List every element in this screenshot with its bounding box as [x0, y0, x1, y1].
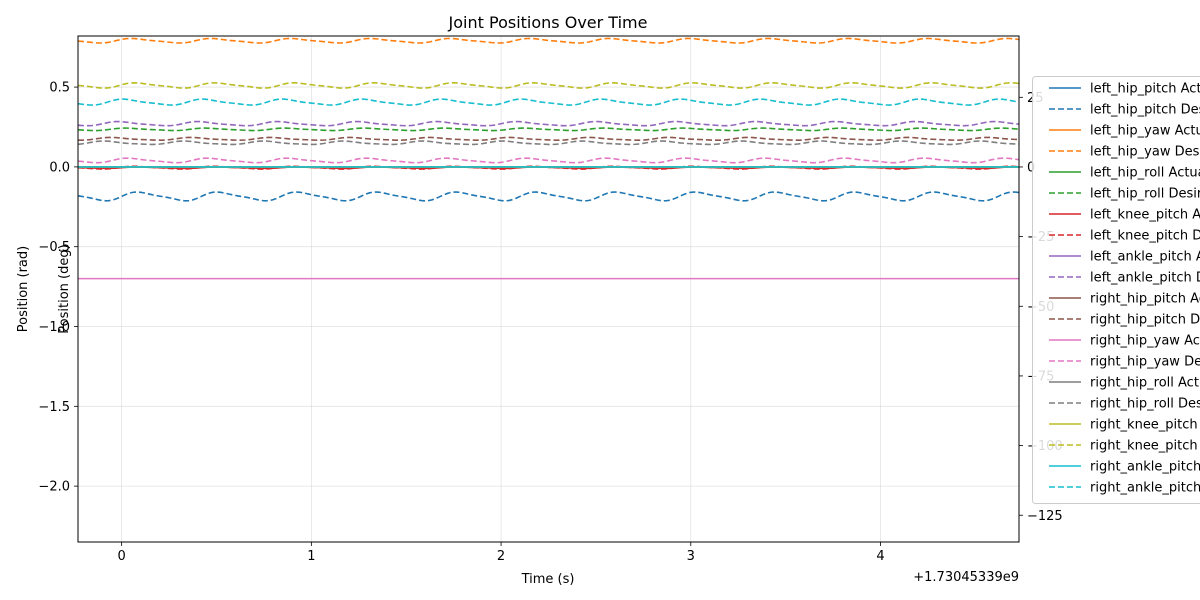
series-line-5: [78, 127, 1019, 132]
y-tick-label-right: 0: [1027, 160, 1035, 175]
y-tick-label-left: −1.0: [38, 320, 70, 335]
legend-label: left_hip_roll Actual: [1090, 166, 1200, 181]
legend-box: [1032, 76, 1200, 504]
x-tick-label: 4: [876, 549, 884, 564]
legend-label: right_hip_yaw Desired: [1090, 355, 1200, 370]
y-tick-label-left: −2.0: [38, 480, 70, 495]
legend-label: left_hip_roll Desired: [1090, 187, 1200, 202]
legend: left_hip_pitch Actual left_hip_pitch Desi…: [1032, 76, 1200, 504]
x-tick-label: 2: [497, 549, 505, 564]
legend-items: left_hip_pitch Actual left_hip_pitch Desi…: [1049, 82, 1200, 496]
y-tick-label-left: −1.5: [38, 400, 70, 415]
legend-label: left_hip_pitch Actual: [1090, 82, 1200, 97]
legend-label: left_ankle_pitch Actual: [1090, 250, 1200, 265]
x-tick-label: 1: [307, 549, 315, 564]
series-line-13: [78, 157, 1019, 164]
legend-label: left_knee_pitch Actual: [1090, 208, 1200, 223]
chart-title: Joint Positions Over Time: [448, 13, 648, 32]
legend-label: left_knee_pitch Desired: [1090, 229, 1200, 244]
legend-label: right_hip_roll Desired: [1090, 397, 1200, 412]
y-axis-left: 0.5 0.0 −0.5 −1.0 −1.5 −2.0: [38, 81, 78, 495]
y-tick-label-left: −0.5: [38, 240, 70, 255]
series-line-19: [78, 98, 1019, 106]
series-line-9: [78, 120, 1019, 127]
plot-frame: [77, 35, 1020, 543]
legend-label: right_ankle_pitch Actual: [1090, 460, 1200, 475]
series-line-17: [78, 82, 1019, 89]
grid-layer: [78, 36, 1019, 542]
legend-label: left_hip_yaw Actual: [1090, 124, 1200, 139]
legend-label: right_hip_pitch Desired: [1090, 313, 1200, 328]
legend-label: right_ankle_pitch Desired: [1090, 481, 1200, 496]
series-line-3: [78, 37, 1019, 44]
y-tick-label-left: 0.5: [49, 81, 70, 96]
y-tick-label-right: −125: [1027, 509, 1063, 524]
legend-label: right_knee_pitch Actual: [1090, 418, 1200, 433]
legend-label: right_hip_roll Actual: [1090, 376, 1200, 391]
legend-label: left_hip_pitch Desired: [1090, 103, 1200, 118]
x-axis-label: Time (s): [521, 572, 575, 587]
x-offset-text: +1.73045339e9: [913, 570, 1019, 585]
legend-label: right_hip_pitch Actual: [1090, 292, 1200, 307]
y-axis-label-left: Position (rad): [16, 246, 31, 332]
series-line-15: [78, 140, 1019, 146]
series-layer: [78, 37, 1019, 280]
y-axis-label-right: Position (deg): [57, 244, 72, 333]
legend-label: left_hip_yaw Desired: [1090, 145, 1200, 160]
series-line-1: [78, 191, 1019, 202]
x-tick-label: 0: [117, 549, 125, 564]
legend-label: left_ankle_pitch Desired: [1090, 271, 1200, 286]
series-line-11: [78, 136, 1019, 141]
legend-label: right_hip_yaw Actual: [1090, 334, 1200, 349]
y-tick-label-left: 0.0: [49, 160, 70, 175]
x-tick-label: 3: [687, 549, 695, 564]
legend-label: right_knee_pitch Desired: [1090, 439, 1200, 454]
x-axis: 0 1 2 3 4: [117, 542, 885, 564]
